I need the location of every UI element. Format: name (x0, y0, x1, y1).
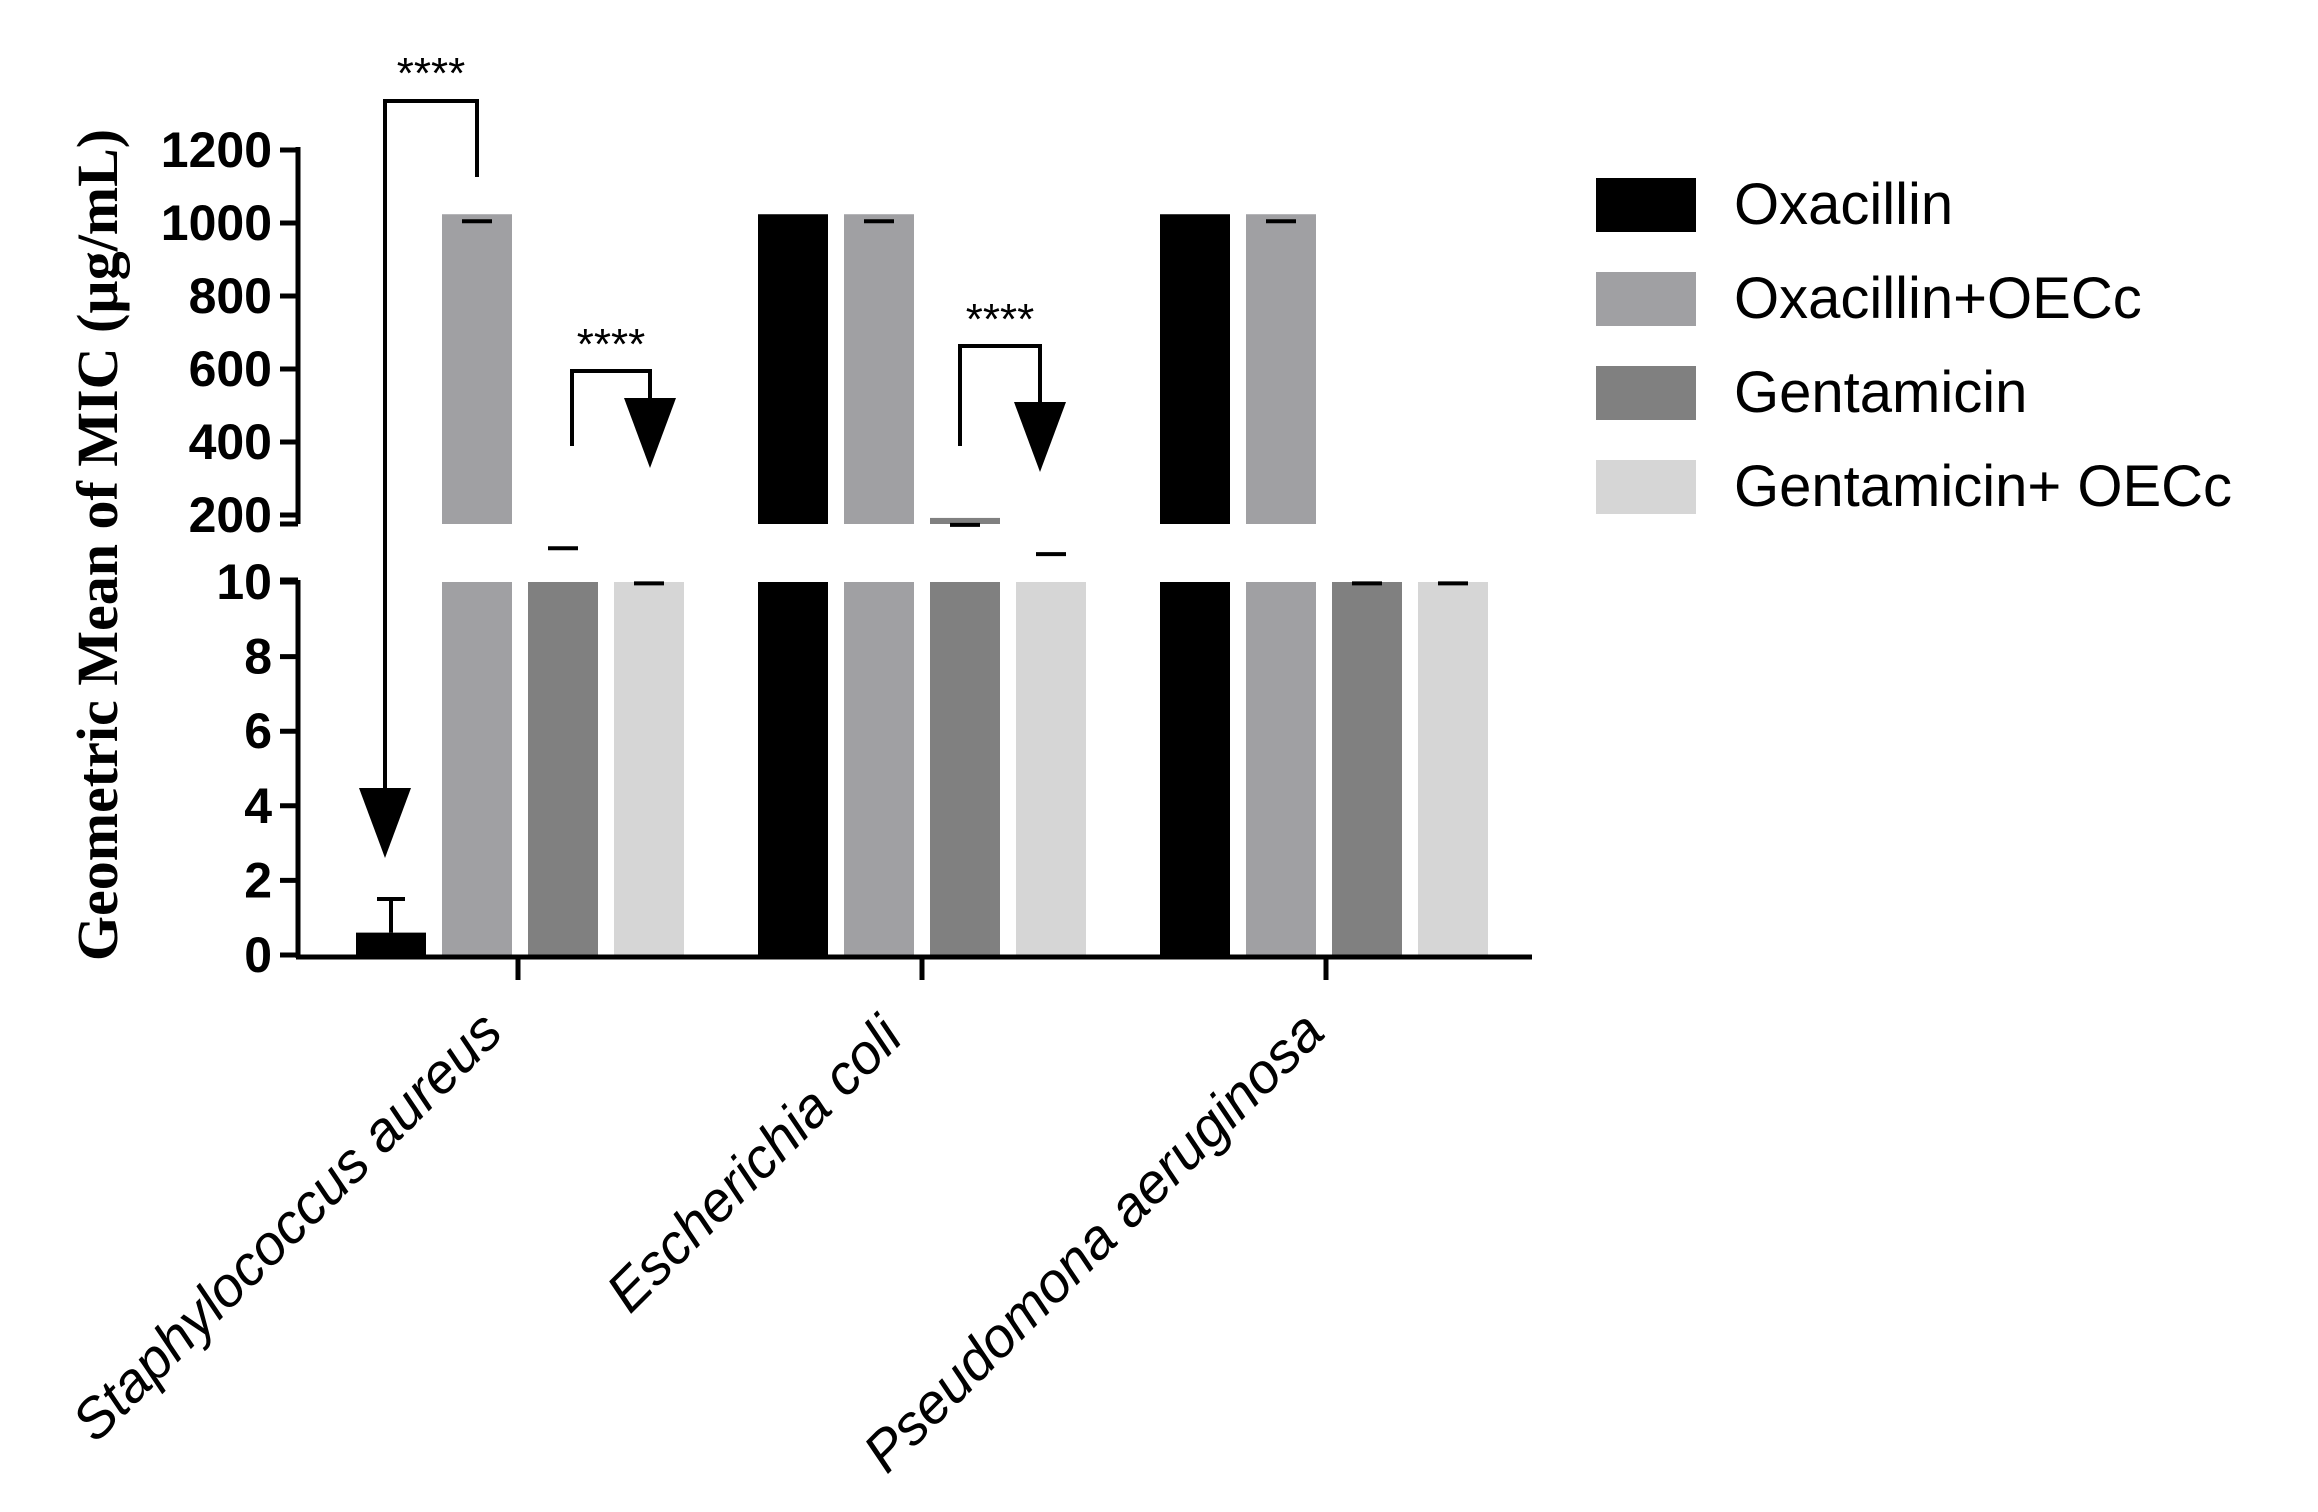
error-bars-group (377, 897, 405, 933)
significance-arrowhead (624, 398, 676, 468)
y-tick-label: 800 (189, 268, 272, 324)
bar-lower (1418, 582, 1488, 955)
y-tick-label: 8 (244, 629, 272, 685)
y-tick-label: 400 (189, 414, 272, 470)
y-tick-label: 4 (244, 778, 272, 834)
bar-lower (1246, 582, 1316, 955)
bar-lower (1016, 582, 1086, 955)
bar-upper (758, 214, 828, 525)
legend-swatch (1596, 272, 1696, 326)
legend: Oxacillin Oxacillin+OECc Gentamicin Gentami… (1596, 172, 2232, 519)
y-tick-label: 2 (244, 852, 272, 908)
x-category-label: Escherichia coli (594, 1003, 915, 1324)
significance-label: **** (966, 295, 1035, 344)
legend-label: Gentamicin (1734, 360, 2027, 425)
bar-lower (930, 582, 1000, 955)
y-axis-label: Geometric Mean of MIC (µg/mL) (65, 129, 130, 961)
bar-upper (442, 214, 512, 525)
legend-label: Oxacillin (1734, 172, 1953, 237)
y-tick-label: 600 (189, 341, 272, 397)
bar-upper (1160, 214, 1230, 525)
significance-bracket (383, 99, 479, 800)
bar-lower (1332, 582, 1402, 955)
bars-group (356, 214, 1488, 955)
y-tick-label: 1000 (161, 195, 272, 251)
x-category-label: Staphylococcus aureus (60, 999, 514, 1453)
y-ticks-group: 0 2 4 6 8 10 200 400 600 800 1000 1200 (161, 122, 298, 983)
bar-upper (1246, 214, 1316, 525)
bar-lower (528, 582, 598, 955)
significance-bracket (570, 369, 652, 446)
significance-arrowhead (1014, 402, 1066, 472)
bar-lower (356, 932, 426, 955)
y-tick-label: 1200 (161, 122, 272, 178)
bar-lower (758, 582, 828, 955)
bar-upper (844, 214, 914, 525)
y-tick-label: 10 (216, 554, 272, 610)
x-category-label: Pseudomona aeruginosa (851, 999, 1336, 1484)
legend-label: Gentamicin+ OECc (1734, 454, 2232, 519)
legend-label: Oxacillin+OECc (1734, 266, 2142, 331)
significance-label: **** (397, 49, 466, 98)
bar-upper (930, 517, 1000, 524)
y-tick-label: 6 (244, 703, 272, 759)
y-tick-label: 0 (244, 927, 272, 983)
significance-label: **** (577, 320, 646, 369)
legend-swatch (1596, 178, 1696, 232)
bar-lower (442, 582, 512, 955)
significance-arrowhead (359, 788, 411, 858)
significance-annotations-group: **** **** **** (359, 49, 1066, 858)
legend-swatch (1596, 366, 1696, 420)
bar-lower (844, 582, 914, 955)
bar-lower (614, 582, 684, 955)
y-tick-label: 200 (189, 487, 272, 543)
significance-bracket (958, 344, 1042, 446)
bar-lower (1160, 582, 1230, 955)
x-categories-group: Staphylococcus aureus Escherichia coliPse… (60, 957, 1336, 1484)
legend-swatch (1596, 460, 1696, 514)
